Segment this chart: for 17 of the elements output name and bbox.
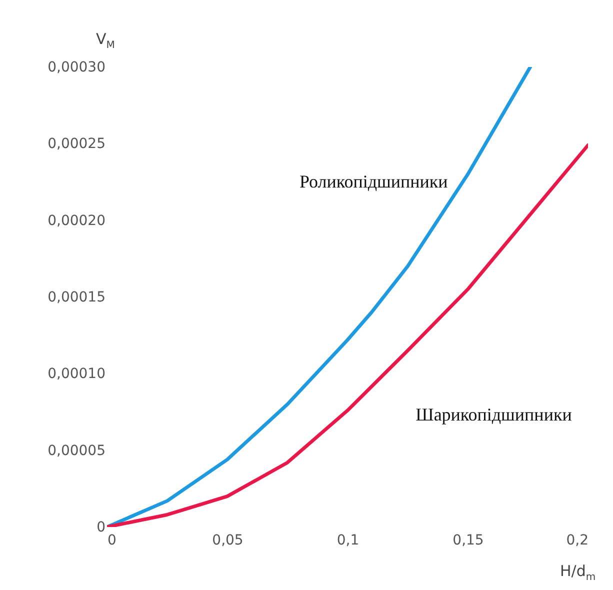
x-tick-label: 0,1 [336, 532, 360, 548]
line-series [107, 143, 588, 527]
x-axis-title: H/d$_{m}$ [560, 562, 596, 583]
x-tick-label: 0,2 [566, 532, 588, 548]
y-tick-label: 0,00025 [48, 136, 106, 152]
y-tick-label: 0,00005 [48, 442, 106, 459]
x-tick-label: 0,15 [452, 532, 484, 548]
y-tick-label: 0,00030 [48, 60, 106, 76]
y-tick-label: 0 [96, 520, 106, 536]
y-tick-label: 0,00010 [48, 366, 106, 382]
y-tick-label: 0,00015 [48, 290, 106, 306]
y-axis-title: V$_{М}$ [96, 30, 115, 51]
text: Шарикопідшипники [416, 404, 572, 424]
x-tick-label: 0 [108, 532, 116, 548]
series-label: Роликопідшипники [299, 171, 448, 192]
y-tick-label: 0,00020 [48, 212, 106, 229]
x-tick-label: 0,05 [212, 532, 244, 548]
